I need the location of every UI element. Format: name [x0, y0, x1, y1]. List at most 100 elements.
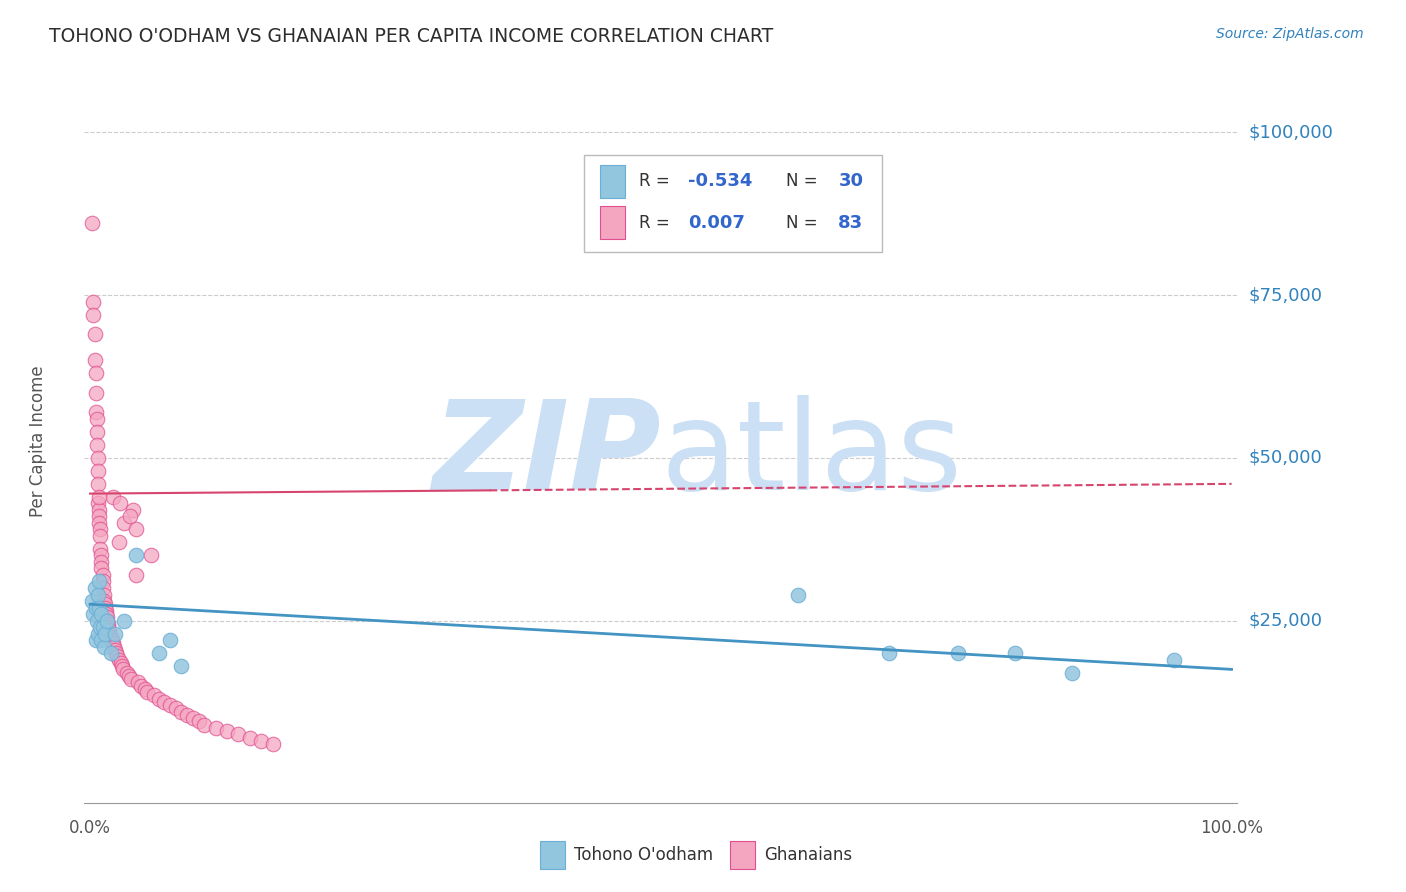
Point [125, 568, 148, 582]
Text: atlas: atlas [661, 395, 963, 516]
Point [87, 450, 110, 465]
Point [786, 587, 808, 601]
Text: 30: 30 [838, 172, 863, 190]
Point [94, 604, 117, 618]
Point [87, 476, 110, 491]
Point [204, 721, 226, 735]
Point [97, 620, 120, 634]
Text: 0.007: 0.007 [689, 213, 745, 232]
Point [1163, 652, 1185, 666]
Point [94, 597, 117, 611]
Text: 83: 83 [838, 213, 863, 232]
Text: TOHONO O'ODHAM VS GHANAIAN PER CAPITA INCOME CORRELATION CHART: TOHONO O'ODHAM VS GHANAIAN PER CAPITA IN… [49, 27, 773, 45]
Point [90, 549, 112, 563]
Point [89, 529, 111, 543]
Point [82, 607, 104, 621]
Point [107, 649, 129, 664]
Point [181, 711, 204, 725]
Point [127, 675, 149, 690]
Bar [730, 841, 755, 869]
Point [250, 734, 273, 748]
Point [96, 614, 118, 628]
Point [89, 620, 111, 634]
Point [83, 353, 105, 368]
Point [86, 411, 108, 425]
Point [96, 614, 118, 628]
Point [89, 600, 111, 615]
Point [84, 633, 107, 648]
Text: $50,000: $50,000 [1249, 449, 1322, 467]
Point [89, 516, 111, 530]
FancyBboxPatch shape [583, 154, 882, 252]
Point [90, 555, 112, 569]
Point [239, 731, 262, 745]
Point [100, 633, 122, 648]
Text: Per Capita Income: Per Capita Income [30, 366, 48, 517]
Bar [540, 841, 565, 869]
Point [105, 646, 128, 660]
Point [262, 737, 284, 751]
Point [86, 614, 108, 628]
Text: -0.534: -0.534 [689, 172, 752, 190]
Point [84, 405, 107, 419]
Point [84, 366, 107, 380]
Point [87, 626, 110, 640]
Text: $25,000: $25,000 [1249, 612, 1323, 630]
Point [83, 581, 105, 595]
Point [90, 607, 112, 621]
Point [139, 549, 162, 563]
Point [94, 600, 117, 615]
Point [108, 496, 131, 510]
Point [118, 509, 141, 524]
Point [86, 425, 108, 439]
Point [215, 724, 238, 739]
Point [91, 568, 114, 582]
Text: R =: R = [638, 213, 669, 232]
Text: N =: N = [786, 213, 818, 232]
Point [94, 626, 117, 640]
Point [103, 640, 125, 654]
Text: Source: ZipAtlas.com: Source: ZipAtlas.com [1216, 27, 1364, 41]
Point [112, 614, 135, 628]
Point [101, 490, 124, 504]
Point [115, 665, 138, 680]
Point [112, 516, 135, 530]
Point [91, 574, 114, 589]
Point [153, 695, 176, 709]
Point [90, 561, 112, 575]
Point [159, 633, 181, 648]
Point [89, 509, 111, 524]
Point [93, 640, 115, 654]
Text: N =: N = [786, 172, 818, 190]
Point [89, 523, 111, 537]
Point [159, 698, 181, 713]
Point [125, 523, 148, 537]
Point [89, 490, 111, 504]
Text: ZIP: ZIP [432, 395, 661, 516]
Point [104, 643, 127, 657]
Point [82, 294, 104, 309]
Bar [600, 165, 626, 198]
Bar [600, 206, 626, 239]
Point [187, 714, 209, 729]
Point [89, 503, 111, 517]
Point [93, 594, 115, 608]
Point [82, 594, 104, 608]
Point [131, 679, 153, 693]
Point [110, 656, 132, 670]
Text: Ghanaians: Ghanaians [765, 846, 852, 863]
Point [91, 581, 114, 595]
Point [82, 217, 104, 231]
Point [111, 659, 134, 673]
Point [193, 717, 215, 731]
Text: $100,000: $100,000 [1249, 123, 1333, 141]
Point [134, 681, 156, 696]
Point [101, 636, 124, 650]
Point [83, 327, 105, 342]
Point [86, 438, 108, 452]
Point [84, 385, 107, 400]
Point [112, 662, 135, 676]
Point [120, 672, 142, 686]
Point [170, 659, 193, 673]
Text: $75,000: $75,000 [1249, 286, 1323, 304]
